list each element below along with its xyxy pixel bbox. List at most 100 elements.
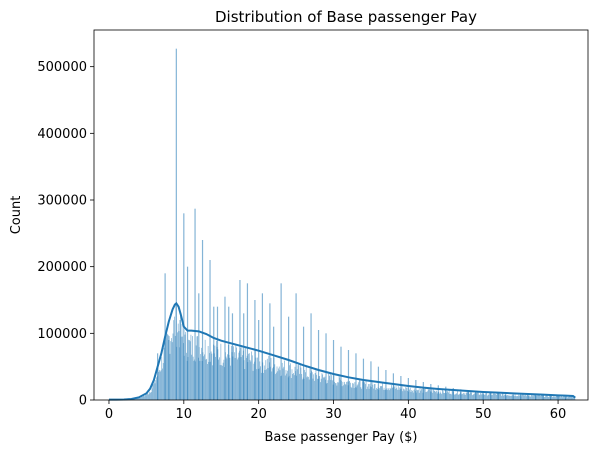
histogram-bar — [439, 393, 440, 400]
histogram-bar — [148, 393, 150, 400]
histogram-bar — [381, 386, 383, 400]
histogram-bar — [560, 397, 562, 400]
histogram-bar — [207, 346, 209, 400]
histogram-bar — [305, 372, 306, 400]
histogram-bar — [260, 366, 261, 400]
histogram-bar — [211, 353, 213, 400]
histogram-bar — [562, 397, 564, 400]
histogram-bar — [336, 385, 338, 400]
histogram-bar — [249, 359, 251, 400]
histogram-bar — [218, 359, 219, 400]
histogram-bar — [277, 371, 279, 400]
histogram-spike — [482, 392, 484, 400]
histogram-bar — [251, 355, 253, 400]
histogram-bar — [353, 388, 355, 400]
histogram-bar — [500, 394, 502, 400]
histogram-bar — [389, 387, 391, 400]
histogram-bar — [498, 393, 500, 400]
histogram-bar — [306, 377, 308, 400]
histogram-bar — [384, 389, 386, 400]
x-tick-label: 20 — [250, 407, 267, 422]
histogram-spike — [198, 293, 200, 400]
histogram-bar — [251, 351, 252, 400]
histogram-bar — [315, 369, 317, 400]
histogram-bar — [419, 388, 421, 400]
histogram-bar — [346, 381, 347, 400]
histogram-bar — [504, 394, 505, 400]
histogram-spike — [261, 293, 264, 400]
histogram-spike — [183, 213, 185, 400]
histogram-bar — [192, 356, 194, 400]
histogram-bar — [220, 343, 222, 400]
histogram-bar — [368, 388, 370, 400]
histogram-spike — [209, 260, 211, 400]
histogram-bar — [206, 358, 208, 400]
y-tick-label: 200000 — [37, 260, 87, 275]
x-tick-label: 10 — [176, 407, 193, 422]
histogram-spike — [347, 350, 350, 400]
histogram-spike — [325, 333, 327, 400]
histogram-bar — [567, 397, 568, 400]
y-tick-label: 400000 — [37, 127, 87, 142]
histogram-spike — [213, 306, 215, 400]
histogram-spike — [332, 340, 335, 400]
histogram-spike — [385, 370, 387, 400]
histogram-bar — [451, 391, 453, 400]
histogram-spike — [549, 395, 552, 400]
histogram-bar — [372, 384, 374, 400]
histogram-bar — [548, 397, 550, 400]
histogram-bar — [226, 358, 228, 400]
histogram-bar — [329, 375, 330, 400]
histogram-bar — [300, 367, 302, 400]
histogram-bar — [514, 394, 516, 400]
histogram-bar — [352, 383, 353, 400]
histogram-bar — [499, 393, 501, 400]
histogram-bar — [559, 396, 561, 400]
histogram-bar — [387, 389, 389, 400]
histogram-bar — [156, 377, 157, 400]
histogram-bar — [215, 356, 216, 400]
histogram-bar — [173, 320, 175, 400]
histogram-bar — [344, 383, 346, 400]
histogram-bar — [342, 381, 344, 400]
histogram-bar — [323, 377, 324, 400]
histogram-bar — [204, 339, 206, 400]
histogram-bar — [361, 388, 362, 400]
histogram-bar — [317, 378, 318, 400]
histogram-bar — [208, 361, 210, 400]
histogram-bar — [195, 345, 197, 400]
histogram-bar — [339, 377, 341, 400]
y-tick-label: 0 — [79, 394, 87, 409]
histogram-bar — [253, 363, 255, 400]
histogram-bar — [314, 380, 315, 400]
histogram-bar — [180, 336, 182, 400]
histogram-bar — [275, 372, 277, 400]
histogram-bar — [433, 389, 434, 400]
histogram-bar — [271, 371, 273, 400]
histogram-bar — [227, 354, 228, 400]
histogram-bar — [230, 365, 231, 400]
histogram-bar — [138, 397, 140, 400]
histogram-bar — [170, 341, 172, 400]
histogram-bar — [465, 394, 466, 400]
histogram-spike — [243, 313, 245, 400]
histogram-bar — [279, 370, 281, 400]
histogram-bar — [219, 365, 221, 400]
histogram-bar — [151, 388, 153, 400]
histogram-bar — [494, 393, 496, 400]
histogram-bar — [143, 395, 145, 400]
histogram-bar — [367, 386, 368, 400]
histogram-bar — [181, 323, 183, 400]
histogram-bar — [397, 389, 398, 400]
histogram-bar — [274, 364, 276, 400]
histogram-bar — [264, 370, 266, 400]
histogram-bar — [551, 395, 553, 400]
histogram-bar — [379, 386, 381, 400]
histogram-bar — [159, 371, 161, 400]
histogram-spike — [377, 366, 380, 400]
histogram-bar — [417, 390, 419, 400]
histogram-bar — [571, 396, 573, 400]
histogram-bar — [397, 386, 399, 400]
histogram-bar — [260, 372, 262, 400]
histogram-bar — [172, 333, 174, 400]
